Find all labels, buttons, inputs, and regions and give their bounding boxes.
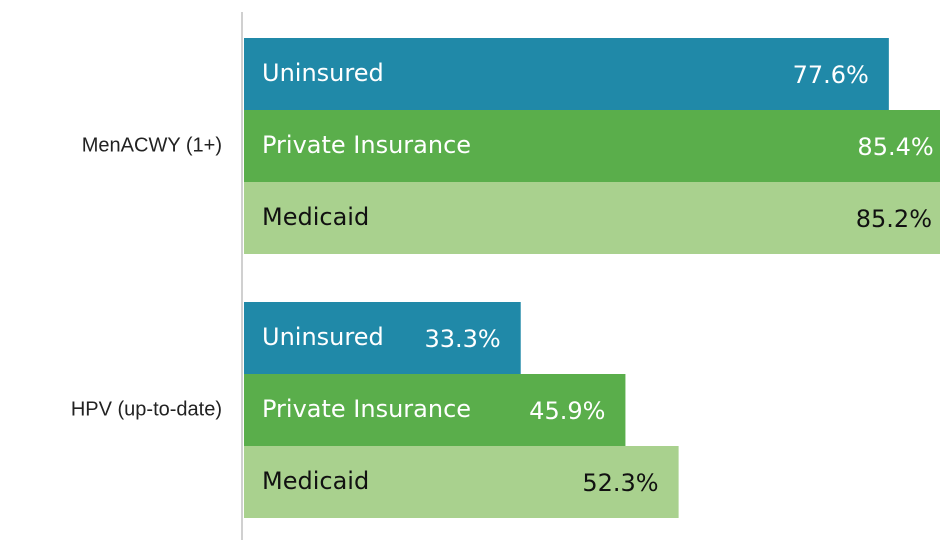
value-label: 85.2% [856, 205, 932, 233]
series-label: Medicaid [262, 203, 369, 231]
category-label: HPV (up-to-date) [71, 398, 222, 420]
value-label: 77.6% [793, 61, 869, 89]
bar [244, 302, 521, 374]
value-label: 45.9% [529, 397, 605, 425]
value-label: 52.3% [582, 469, 658, 497]
series-label: Uninsured [262, 59, 384, 87]
series-label: Private Insurance [262, 395, 471, 423]
bar [244, 446, 679, 518]
bar [244, 110, 940, 182]
category-label: MenACWY (1+) [82, 134, 222, 156]
value-label: 85.4% [857, 133, 933, 161]
bar [244, 374, 626, 446]
bar [244, 182, 940, 254]
value-label: 33.3% [424, 325, 500, 353]
series-label: Uninsured [262, 323, 384, 351]
bar [244, 38, 889, 110]
series-label: Medicaid [262, 467, 369, 495]
series-label: Private Insurance [262, 131, 471, 159]
